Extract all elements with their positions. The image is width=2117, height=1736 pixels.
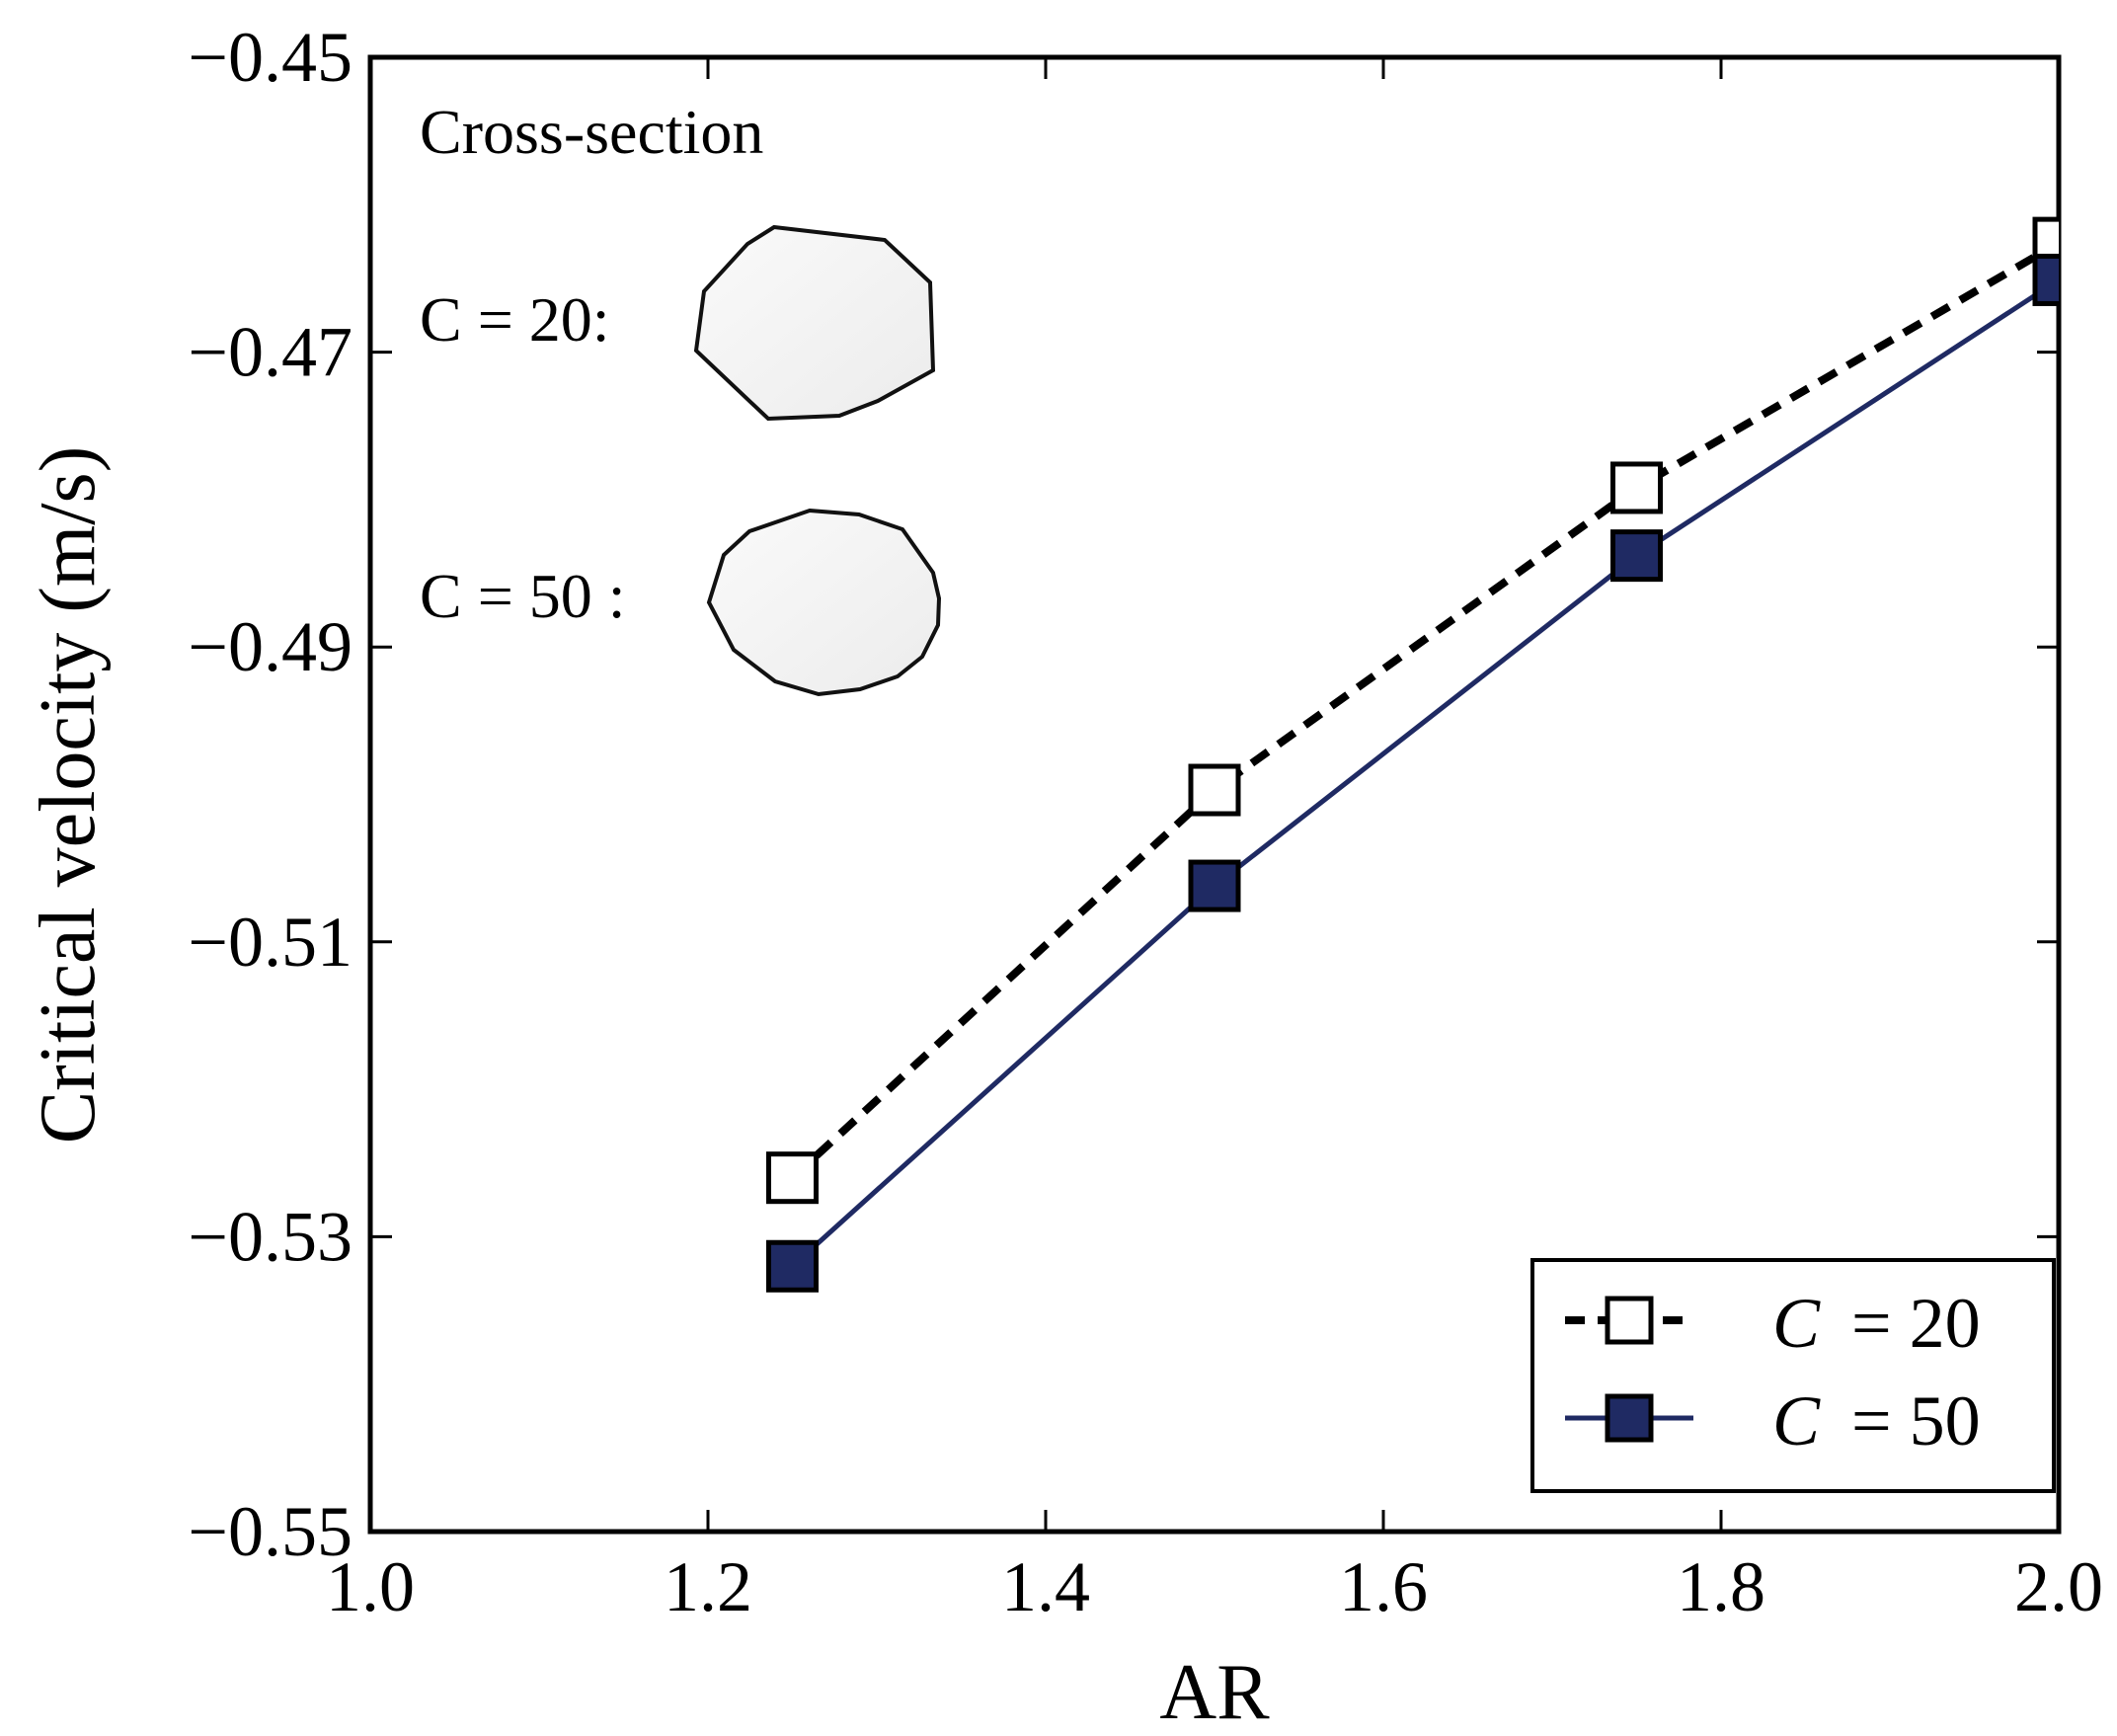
x-axis-label: AR <box>1159 1649 1270 1736</box>
y-tick-labels: −0.55 −0.53 −0.51 −0.49 −0.47 −0.45 <box>188 18 353 1571</box>
data-point-series1-3 <box>2032 253 2059 306</box>
axis-ticks <box>368 55 2061 1534</box>
series-layer <box>766 216 2059 1293</box>
shape-label-c50: C = 50 : <box>420 561 626 631</box>
shape-label-c20: C = 20: <box>420 284 610 355</box>
legend-entry-c50: C = 50 <box>1772 1381 1981 1460</box>
legend-marker-c50 <box>1605 1393 1654 1443</box>
y-tick-label: −0.53 <box>188 1197 353 1276</box>
x-tick-label: 1.8 <box>1677 1547 1765 1626</box>
y-tick-label: −0.49 <box>188 607 353 686</box>
y-tick-label: −0.51 <box>188 903 353 982</box>
series-line-1 <box>790 277 2059 1269</box>
data-point-series1-2 <box>1610 529 1663 583</box>
y-tick-label: −0.45 <box>188 18 353 97</box>
series-line-0 <box>789 239 2059 1181</box>
cross-section-shape-c50 <box>706 508 942 697</box>
x-tick-label: 1.0 <box>326 1547 415 1626</box>
legend-entry-c20: C = 20 <box>1772 1284 1981 1363</box>
data-point-series0-1 <box>1188 763 1241 817</box>
legend: C = 20 C = 50 <box>1530 1258 2056 1493</box>
x-tick-label: 1.2 <box>664 1547 752 1626</box>
cross-section-heading: Cross-section <box>420 97 763 167</box>
data-point-series0-0 <box>766 1151 819 1205</box>
data-point-series1-0 <box>766 1239 819 1293</box>
cross-section-shape-c20 <box>693 224 936 422</box>
data-point-series1-1 <box>1188 859 1241 912</box>
data-point-series0-2 <box>1610 461 1663 514</box>
x-tick-label: 1.4 <box>1001 1547 1090 1626</box>
y-axis-label: Critical velocity (m/s) <box>25 446 112 1144</box>
x-tick-label: 2.0 <box>2014 1547 2103 1626</box>
legend-marker-c20 <box>1605 1296 1654 1345</box>
y-tick-label: −0.55 <box>188 1492 353 1571</box>
x-tick-label: 1.6 <box>1339 1547 1428 1626</box>
y-tick-label: −0.47 <box>188 313 353 392</box>
x-tick-labels: 1.0 1.2 1.4 1.6 1.8 2.0 <box>326 1547 2103 1626</box>
